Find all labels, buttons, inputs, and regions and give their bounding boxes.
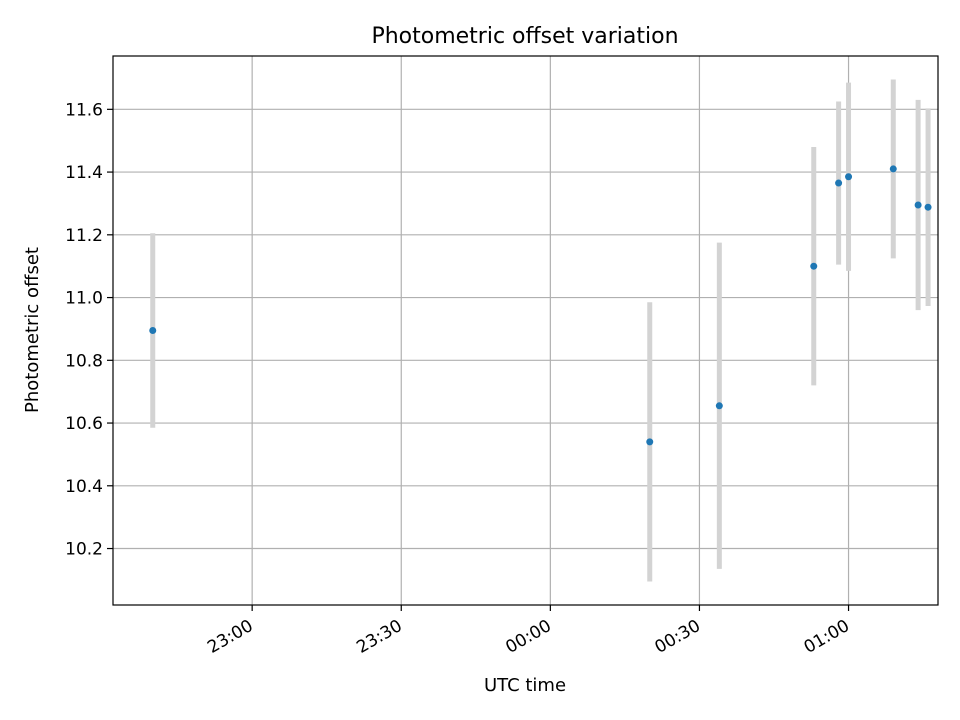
chart-title: Photometric offset variation bbox=[371, 24, 678, 49]
data-point bbox=[646, 438, 654, 446]
y-tick-label: 11.6 bbox=[65, 100, 103, 120]
grid-lines bbox=[113, 56, 938, 605]
y-tick-label: 11.2 bbox=[65, 226, 103, 246]
data-point bbox=[149, 327, 157, 334]
data-point bbox=[715, 402, 723, 410]
x-axis-label: UTC time bbox=[484, 675, 566, 696]
y-axis-ticks: 10.2 10.4 10.6 10.8 11.0 11.2 11.4 11.6 bbox=[65, 100, 113, 560]
y-tick-label: 10.6 bbox=[65, 414, 103, 434]
data-point bbox=[845, 173, 853, 181]
y-tick-label: 11.4 bbox=[65, 163, 103, 183]
plot-frame bbox=[112, 55, 939, 606]
data-point bbox=[914, 201, 922, 209]
data-point bbox=[835, 179, 843, 187]
y-axis-label: Photometric offset bbox=[22, 247, 43, 413]
y-tick-label: 11.0 bbox=[65, 289, 103, 309]
data-point bbox=[924, 203, 932, 211]
data-points bbox=[149, 165, 932, 446]
data-point bbox=[889, 165, 897, 173]
y-tick-label: 10.4 bbox=[65, 477, 103, 497]
y-tick-label: 10.8 bbox=[65, 351, 103, 371]
y-tick-label: 10.2 bbox=[65, 540, 103, 560]
data-point bbox=[810, 262, 818, 270]
